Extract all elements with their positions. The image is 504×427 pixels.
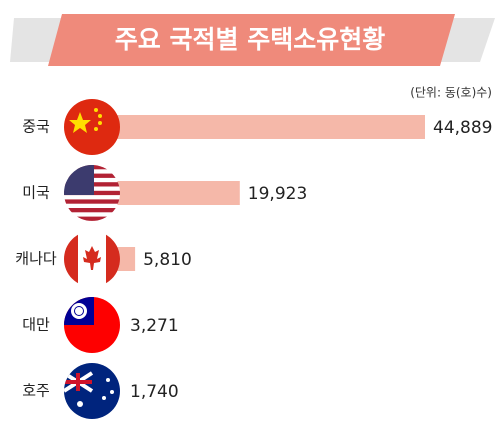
flag-canada — [64, 231, 120, 287]
flags — [64, 99, 120, 419]
flag-usa — [64, 165, 120, 221]
flag-china — [64, 99, 120, 155]
value-label: 3,271 — [130, 316, 179, 336]
unit-note: (단위: 동(호)수) — [410, 86, 492, 100]
flag-australia — [64, 363, 120, 419]
category-label: 호주 — [22, 382, 50, 400]
bar — [92, 115, 425, 139]
value-label: 5,810 — [143, 250, 192, 270]
category-label: 미국 — [22, 184, 50, 202]
value-label: 44,889 — [433, 118, 492, 138]
bars — [92, 115, 425, 403]
chart-title: 주요 국적별 주택소유현황 — [115, 25, 385, 54]
value-label: 19,923 — [248, 184, 307, 204]
title-box — [48, 14, 455, 66]
category-label: 중국 — [22, 118, 50, 136]
flag-taiwan — [64, 297, 120, 353]
category-label: 캐나다 — [15, 250, 57, 268]
category-label: 대만 — [22, 316, 50, 334]
value-label: 1,740 — [130, 382, 179, 402]
